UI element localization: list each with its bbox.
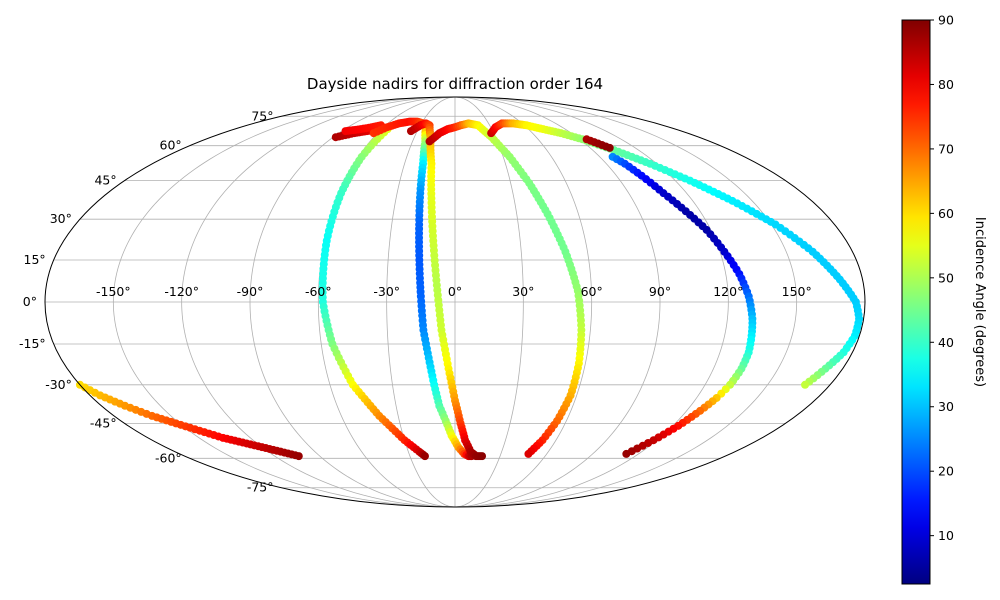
colorbar-tick-label: 40: [938, 335, 954, 350]
y-tick-label: -60°: [155, 450, 182, 465]
graticule: [45, 97, 865, 507]
chart-title: Dayside nadirs for diffraction order 164: [307, 75, 603, 93]
x-tick-label: 120°: [713, 284, 743, 299]
y-tick-labels: -75° -60° -45° -30° -15° 0° 15° 30° 45° 60° 75°: [19, 108, 273, 494]
x-tick-label: 60°: [581, 284, 603, 299]
colorbar-tick-label: 80: [938, 77, 954, 92]
y-tick-label: -15°: [19, 336, 46, 351]
y-tick-label: 75°: [251, 108, 273, 123]
data-point: [420, 452, 429, 461]
y-tick-label: 0°: [23, 294, 37, 309]
colorbar-tick-label: 30: [938, 399, 954, 414]
x-tick-label: -60°: [305, 284, 332, 299]
x-tick-label: -150°: [96, 284, 131, 299]
colorbar-tick-label: 10: [938, 528, 954, 543]
map-outline: [44, 96, 866, 508]
data-point: [605, 143, 614, 152]
y-tick-label: 45°: [94, 173, 116, 188]
data-point: [801, 380, 810, 389]
colorbar-tick-label: 20: [938, 464, 954, 479]
scatter-points: [75, 117, 864, 461]
colorbar-tick-label: 90: [938, 13, 954, 28]
x-tick-label: -120°: [164, 284, 199, 299]
y-tick-label: 60°: [160, 138, 182, 153]
x-tick-label: 90°: [649, 284, 671, 299]
y-tick-label: -75°: [247, 480, 274, 495]
data-point: [524, 449, 533, 458]
x-tick-label: -90°: [237, 284, 264, 299]
x-tick-label: 150°: [782, 284, 812, 299]
colorbar-ticks: 10 20 30 40 50 60 70 80 90: [930, 13, 954, 543]
colorbar-tick-label: 70: [938, 141, 954, 156]
colorbar-tick-label: 50: [938, 270, 954, 285]
y-tick-label: -45°: [90, 415, 117, 430]
x-tick-labels: -150° -120° -90° -60° -30° 0° 30° 60° 90° 120° 150…: [96, 284, 812, 299]
x-tick-label: 0°: [448, 284, 462, 299]
data-point: [622, 449, 631, 458]
colorbar-tick-label: 60: [938, 206, 954, 221]
x-tick-label: 30°: [512, 284, 534, 299]
y-tick-label: 30°: [50, 211, 72, 226]
colorbar: [901, 19, 931, 585]
y-tick-label: -30°: [45, 377, 72, 392]
colorbar-label: Incidence Angle (degrees): [972, 217, 987, 387]
data-point: [294, 452, 303, 461]
x-tick-label: -30°: [373, 284, 400, 299]
y-tick-label: 15°: [24, 252, 46, 267]
data-point: [478, 452, 487, 461]
